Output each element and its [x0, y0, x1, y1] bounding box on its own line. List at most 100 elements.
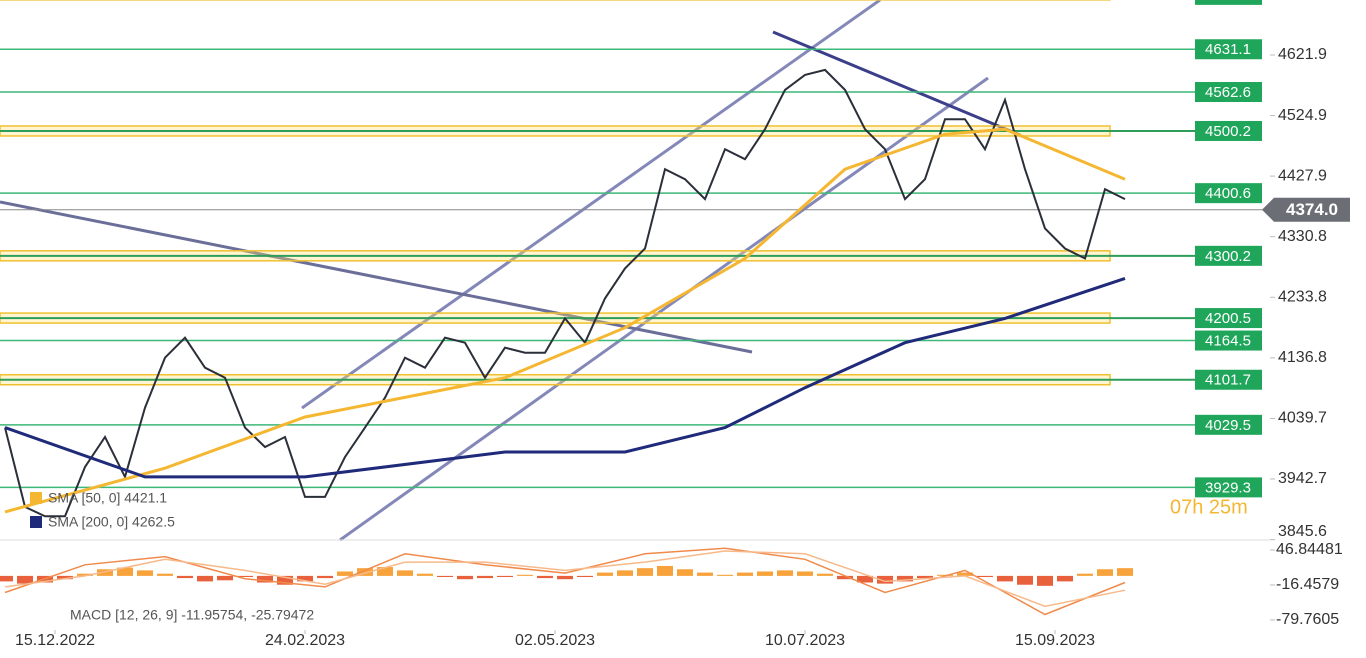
macd-bar — [197, 575, 213, 582]
macd-signal-line — [4, 550, 1126, 608]
macd-bar — [797, 571, 813, 576]
y-tick-label: 4524.9 — [1278, 107, 1327, 124]
macd-bar — [997, 575, 1013, 582]
macd-bar — [897, 575, 913, 582]
macd-bar — [597, 572, 613, 576]
macd-bar — [357, 568, 373, 576]
x-tick-label: 02.05.2023 — [515, 632, 595, 649]
macd-bar — [657, 565, 673, 576]
macd-bar — [717, 574, 733, 576]
countdown: 07h 25m — [1170, 496, 1248, 518]
sma-line — [4, 276, 1126, 479]
level-label: 4164.5 — [1205, 333, 1251, 350]
last-price-box — [1262, 197, 1350, 222]
legend-label: SMA [200, 0] 4262.5 — [48, 514, 175, 530]
macd-title: MACD [12, 26, 9] -11.95754, -25.79472 — [70, 607, 314, 623]
macd-bar — [677, 569, 693, 576]
sma-line — [4, 127, 1126, 514]
macd-bar — [517, 574, 533, 576]
level-label: 4631.1 — [1205, 41, 1251, 58]
macd-bar — [317, 575, 333, 579]
last-price-label: 4374.0 — [1286, 200, 1338, 219]
macd-bar — [137, 570, 153, 576]
macd-bar — [57, 575, 73, 580]
level-label-box — [1195, 120, 1262, 141]
level-label-box — [1195, 308, 1262, 329]
macd-bar — [817, 573, 833, 576]
macd-bar — [397, 570, 413, 576]
macd-bar — [1097, 569, 1113, 576]
macd-bar — [437, 575, 453, 577]
macd-bar — [1057, 575, 1073, 582]
macd-bar — [237, 575, 253, 577]
level-label: 3929.3 — [1205, 479, 1251, 496]
macd-bar — [0, 575, 13, 582]
legend-swatch — [30, 492, 42, 504]
macd-bar — [737, 572, 753, 576]
y-tick-label: 3942.7 — [1278, 470, 1327, 487]
macd-y-tick-label: 46.84481 — [1276, 541, 1343, 558]
y-tick-label: 3845.6 — [1278, 523, 1327, 540]
macd-bar — [1037, 575, 1053, 586]
level-label-box — [1195, 245, 1262, 266]
level-label: 4400.6 — [1205, 185, 1251, 202]
macd-bar — [277, 575, 293, 585]
level-label: 4500.2 — [1205, 123, 1251, 140]
macd-bar — [1117, 568, 1133, 576]
y-tick-label: 4330.8 — [1278, 228, 1327, 245]
macd-bar — [637, 568, 653, 576]
macd-bar — [617, 570, 633, 576]
legend-label: SMA [50, 0] 4421.1 — [48, 490, 167, 506]
level-label: 4718.2 — [1205, 0, 1251, 4]
macd-bar — [457, 575, 473, 580]
macd-bar — [377, 567, 393, 576]
macd-bar — [697, 572, 713, 576]
macd-bar — [777, 570, 793, 576]
macd-bar — [217, 575, 233, 581]
macd-y-tick-label: -79.7605 — [1276, 611, 1339, 628]
macd-bar — [917, 575, 933, 579]
level-label-box — [1195, 183, 1262, 204]
level-label: 4101.7 — [1205, 372, 1251, 389]
macd-bar — [757, 571, 773, 576]
macd-bar — [977, 575, 993, 577]
macd-bar — [257, 575, 273, 583]
macd-y-tick-label: -16.4579 — [1276, 576, 1339, 593]
level-label-box — [1195, 369, 1262, 390]
level-label-box — [1195, 0, 1262, 5]
macd-bar — [177, 575, 193, 579]
macd-bar — [117, 567, 133, 576]
level-label-box — [1195, 82, 1262, 103]
x-tick-label: 10.07.2023 — [765, 632, 845, 649]
y-tick-label: 4621.9 — [1278, 46, 1327, 63]
macd-bar — [477, 575, 493, 579]
macd-bar — [557, 575, 573, 580]
macd-bar — [297, 575, 313, 582]
channel-lower — [339, 76, 989, 542]
y-tick-label: 4039.7 — [1278, 410, 1327, 427]
macd-bar — [537, 575, 553, 579]
x-tick-label: 15.09.2023 — [1015, 632, 1095, 649]
macd-bar — [157, 573, 173, 576]
y-tick-label: 4233.8 — [1278, 288, 1327, 305]
level-label-box — [1195, 330, 1262, 351]
x-tick-label: 24.02.2023 — [265, 632, 345, 649]
y-tick-label: 4427.9 — [1278, 167, 1327, 184]
macd-bar — [17, 575, 33, 584]
macd-bar — [77, 573, 93, 576]
y-tick-label: 4136.8 — [1278, 349, 1327, 366]
macd-bar — [97, 569, 113, 576]
level-label-box — [1195, 414, 1262, 435]
level-label: 4562.6 — [1205, 84, 1251, 101]
macd-bar — [877, 575, 893, 584]
level-label: 4200.5 — [1205, 310, 1251, 327]
macd-bar — [417, 573, 433, 576]
macd-bar — [857, 575, 873, 583]
legend-swatch — [30, 516, 42, 528]
macd-bar — [1017, 575, 1033, 585]
level-label-box — [1195, 39, 1262, 60]
level-label: 4300.2 — [1205, 248, 1251, 265]
